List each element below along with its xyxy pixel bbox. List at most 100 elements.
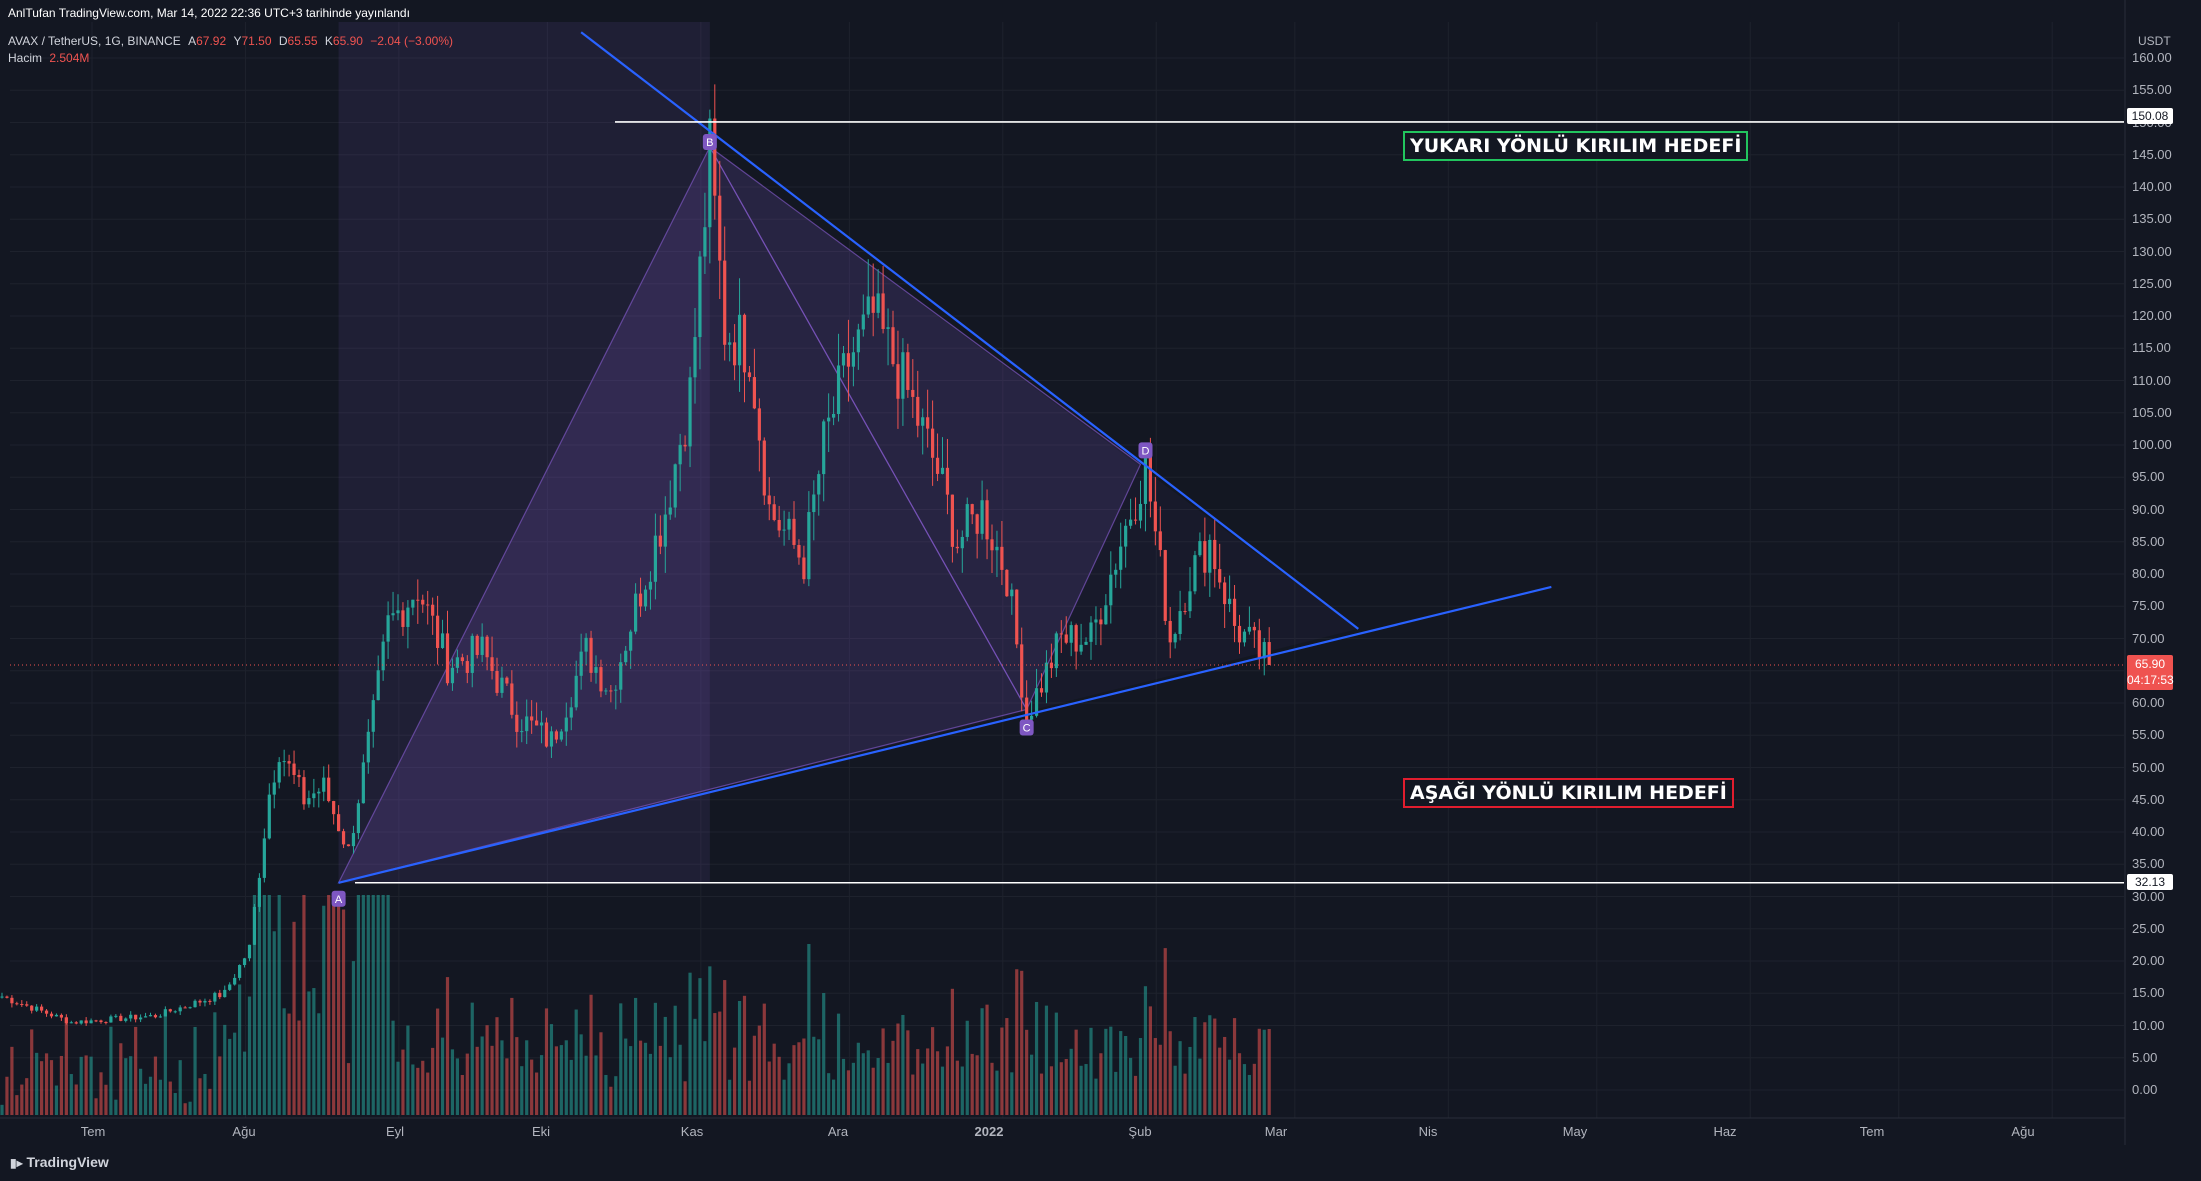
volume-bar (960, 1066, 964, 1115)
candle-body (1237, 625, 1242, 643)
volume-bar (604, 1074, 608, 1115)
candle-body (129, 1014, 133, 1019)
price-tick: 135.00 (2132, 211, 2172, 227)
volume-bar (1104, 1028, 1108, 1115)
candle-body (589, 637, 593, 673)
volume-bar (995, 1070, 999, 1115)
volume-bar (252, 895, 257, 1115)
volume-bar (1262, 1029, 1266, 1115)
volume-bar (1188, 1046, 1192, 1115)
volume-bar (1173, 1065, 1177, 1115)
time-tick: Şub (1128, 1124, 1152, 1139)
volume-bar (480, 1036, 484, 1115)
candle-body (440, 633, 445, 648)
lower-target-label[interactable]: AŞAĞI YÖNLÜ KIRILIM HEDEFİ (1403, 778, 1734, 808)
volume-bar (1119, 1031, 1123, 1115)
candle-body (5, 996, 9, 998)
candle-body (1218, 569, 1222, 583)
volume-bar (619, 1003, 623, 1115)
candle-body (1015, 589, 1019, 645)
volume-bar (1267, 1028, 1271, 1115)
volume-bar (1213, 1018, 1217, 1115)
candle-body (970, 504, 974, 515)
tradingview-logo[interactable]: ▮▸ TradingView (10, 1154, 109, 1170)
volume-bar (35, 1052, 39, 1115)
candle-body (1119, 546, 1123, 570)
volume-bar (1158, 1044, 1162, 1115)
candle-body (44, 1010, 49, 1014)
candle-body (792, 518, 796, 545)
volume-bar (1089, 1027, 1093, 1115)
upper-target-label[interactable]: YUKARI YÖNLÜ KIRILIM HEDEFİ (1403, 131, 1749, 161)
candle-body (693, 337, 697, 378)
volume-bar (544, 1008, 549, 1115)
candle-body (228, 984, 232, 990)
volume-bar (688, 972, 692, 1115)
volume-bar (1153, 1038, 1157, 1115)
volume-bar (940, 1066, 945, 1115)
level-high-tag: 150.08 (2127, 108, 2173, 124)
volume-bar (802, 1038, 806, 1115)
candle-body (1203, 541, 1207, 573)
volume-bar (188, 1101, 192, 1115)
volume-bar (104, 1084, 108, 1115)
candle-body (337, 814, 341, 832)
volume-bar (728, 1079, 732, 1115)
candle-body (1005, 569, 1009, 597)
candle-body (143, 1016, 148, 1018)
candle-body (297, 774, 301, 778)
volume-bar (257, 895, 261, 1115)
candle-body (247, 944, 252, 959)
volume-bar (723, 980, 727, 1115)
candle-body (1143, 450, 1148, 504)
candle-body (188, 1007, 192, 1009)
volume-bar (213, 1012, 217, 1115)
candle-body (579, 651, 583, 676)
volume-bar (1044, 1005, 1049, 1115)
volume-bar (1010, 1072, 1014, 1115)
candle-body (995, 546, 999, 551)
candle-body (307, 798, 311, 805)
candle-body (1213, 539, 1217, 570)
candle-body (257, 877, 261, 907)
candle-body (535, 720, 539, 726)
candle-body (99, 1020, 103, 1023)
candle-body (1099, 619, 1103, 625)
volume-bar (436, 1008, 440, 1115)
candle-body (193, 1000, 197, 1008)
candle-body (49, 1013, 54, 1017)
volume-bar (376, 895, 380, 1115)
price-tick: 5.00 (2132, 1049, 2158, 1065)
time-tick: Ağu (2011, 1124, 2035, 1139)
volume-bar (733, 1047, 737, 1115)
candle-body (980, 500, 984, 534)
candle-body (1153, 501, 1157, 532)
volume-bar (708, 966, 712, 1115)
candle-body (485, 636, 489, 658)
candle-body (495, 670, 499, 693)
volume-bar (455, 1058, 459, 1115)
ohlc-low: D65.55 (278, 34, 318, 48)
volume-bar (89, 1056, 93, 1115)
candle-body (668, 507, 672, 515)
volume-bar (609, 1086, 613, 1115)
time-tick: May (1562, 1124, 1588, 1139)
volume-bar (629, 1046, 633, 1115)
volume-bar (341, 909, 346, 1115)
volume-bar (59, 1055, 63, 1115)
symbol-name: AVAX / TetherUS, 1G, BINANCE (8, 34, 181, 48)
volume-bar (525, 1040, 529, 1115)
candle-body (242, 958, 247, 966)
candle-body (663, 514, 667, 547)
volume-bar (272, 931, 276, 1115)
volume-bar (54, 1085, 59, 1115)
volume-bar (94, 1098, 98, 1115)
candle-body (1089, 622, 1093, 642)
volume-bar (297, 1020, 301, 1115)
volume-bar (822, 993, 826, 1115)
volume-bar (866, 1050, 870, 1115)
volume-bar (247, 996, 252, 1115)
candle-body (752, 377, 756, 409)
candle-body (609, 690, 613, 692)
